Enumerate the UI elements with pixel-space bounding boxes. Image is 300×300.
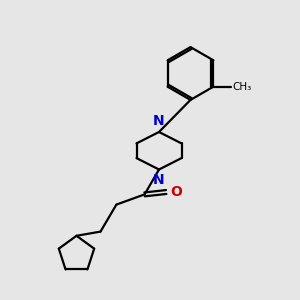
Text: N: N (153, 114, 165, 128)
Text: O: O (170, 185, 182, 199)
Text: CH₃: CH₃ (232, 82, 251, 92)
Text: N: N (153, 173, 165, 187)
